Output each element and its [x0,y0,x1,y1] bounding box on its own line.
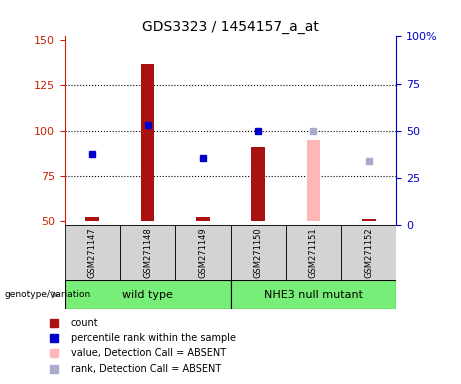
Text: count: count [71,318,98,328]
Text: GSM271147: GSM271147 [88,227,97,278]
Text: genotype/variation: genotype/variation [5,290,91,299]
Bar [307,140,320,221]
Text: GSM271150: GSM271150 [254,227,263,278]
Bar [175,225,230,280]
Bar [120,225,175,280]
Text: wild type: wild type [122,290,173,300]
Bar [65,280,230,309]
Text: GSM271152: GSM271152 [364,227,373,278]
Text: NHE3 null mutant: NHE3 null mutant [264,290,363,300]
Bar [230,280,396,309]
Bar [196,217,210,221]
Text: percentile rank within the sample: percentile rank within the sample [71,333,236,343]
Text: GSM271149: GSM271149 [198,227,207,278]
Text: GSM271151: GSM271151 [309,227,318,278]
Bar [65,225,120,280]
Bar [251,147,265,221]
Bar [85,217,99,221]
Bar [230,225,286,280]
Bar [286,225,341,280]
Bar [141,64,154,221]
Bar [362,219,376,221]
Title: GDS3323 / 1454157_a_at: GDS3323 / 1454157_a_at [142,20,319,34]
Text: rank, Detection Call = ABSENT: rank, Detection Call = ABSENT [71,364,221,374]
Text: GSM271148: GSM271148 [143,227,152,278]
Bar [341,225,396,280]
Text: value, Detection Call = ABSENT: value, Detection Call = ABSENT [71,348,225,358]
